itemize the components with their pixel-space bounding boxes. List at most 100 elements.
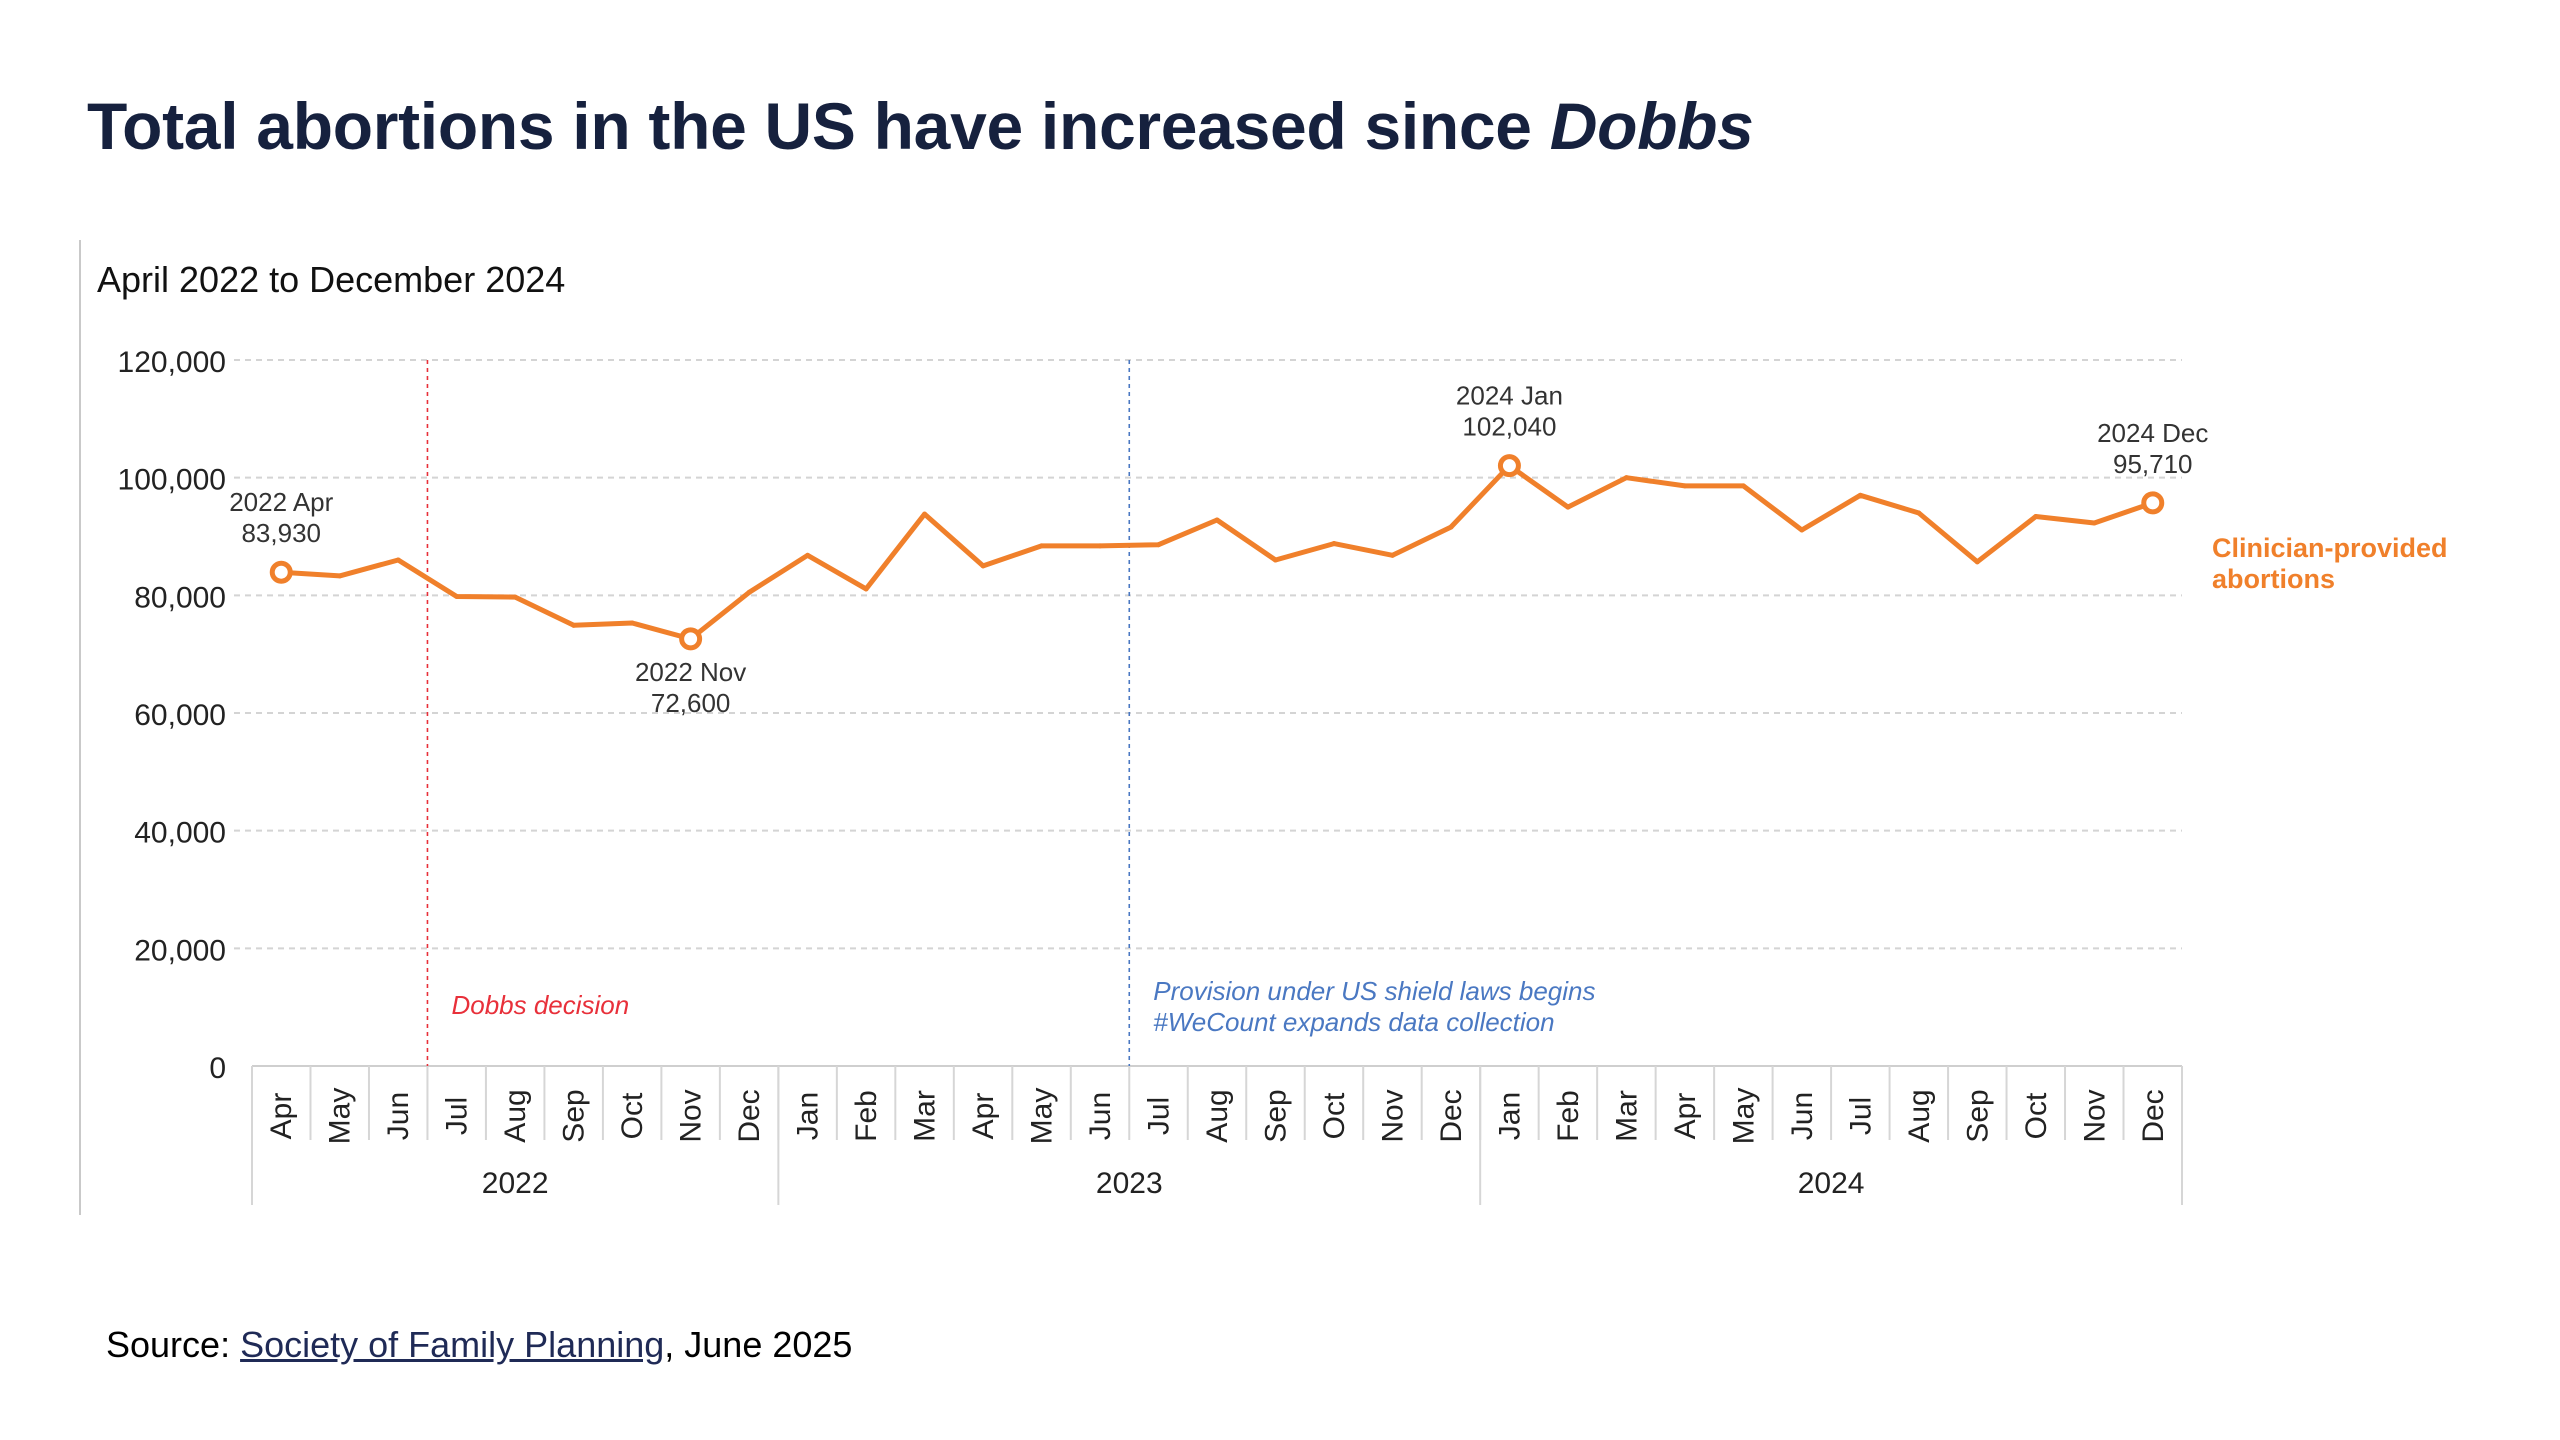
data-point <box>1565 504 1571 510</box>
x-tick-label: Jan <box>1493 1092 1526 1140</box>
data-point <box>571 622 577 628</box>
x-tick-label: Feb <box>1552 1090 1585 1142</box>
chart-title-emphasis: Dobbs <box>1549 89 1754 163</box>
x-tick-label: Apr <box>1669 1093 1702 1140</box>
data-point <box>1974 559 1980 565</box>
year-label: 2023 <box>1096 1167 1163 1200</box>
x-tick-label: Jul <box>1143 1097 1176 1135</box>
dobbs-annotation: Dobbs decision <box>451 990 629 1020</box>
data-point <box>1331 541 1337 547</box>
point-label-value: 83,930 <box>241 518 321 548</box>
series-line <box>278 463 2156 642</box>
y-tick-label: 80,000 <box>134 581 226 614</box>
shield-annotation: #WeCount expands data collection <box>1153 1007 1554 1037</box>
highlighted-point <box>2141 491 2165 515</box>
x-tick-label: Sep <box>558 1089 591 1142</box>
data-point <box>805 552 811 558</box>
point-label-date: 2024 Dec <box>2097 418 2208 448</box>
y-tick-label: 100,000 <box>118 464 226 497</box>
x-tick-label: Nov <box>675 1089 708 1142</box>
x-tick-label: Oct <box>1318 1092 1351 1139</box>
x-tick-label: Apr <box>967 1093 1000 1140</box>
data-point <box>454 594 460 600</box>
x-tick-label: Jun <box>1084 1092 1117 1140</box>
data-point <box>1799 527 1805 533</box>
x-tick-label: May <box>1727 1088 1760 1145</box>
x-tick-label: Mar <box>909 1090 942 1142</box>
shield-annotation: Provision under US shield laws begins <box>1153 976 1595 1006</box>
highlighted-point <box>679 627 703 651</box>
data-point <box>337 573 343 579</box>
y-tick-label: 40,000 <box>134 817 226 850</box>
point-label-value: 102,040 <box>1462 412 1556 442</box>
data-point <box>1623 475 1629 481</box>
data-point <box>629 620 635 626</box>
highlighted-point <box>1497 454 1521 478</box>
data-point <box>1389 552 1395 558</box>
chart-title-main: Total abortions in the US have increased… <box>87 89 1550 163</box>
data-point <box>1097 543 1103 549</box>
series-label: abortions <box>2212 564 2335 594</box>
x-tick-label: Aug <box>1903 1089 1936 1142</box>
x-tick-label: Oct <box>2020 1092 2053 1139</box>
data-point <box>1214 517 1220 523</box>
chart-title: Total abortions in the US have increased… <box>87 88 1754 164</box>
data-point <box>1857 492 1863 498</box>
x-tick-label: Sep <box>1259 1089 1292 1142</box>
highlighted-point <box>269 560 293 584</box>
x-tick-label: Mar <box>1610 1090 1643 1142</box>
data-point <box>1156 542 1162 548</box>
x-tick-label: Oct <box>616 1092 649 1139</box>
chart-subtitle: April 2022 to December 2024 <box>97 259 566 300</box>
source-note: Source: Society of Family Planning, June… <box>106 1324 852 1366</box>
x-tick-label: May <box>1026 1088 1059 1145</box>
y-tick-label: 0 <box>209 1052 226 1085</box>
data-point <box>1448 524 1454 530</box>
x-tick-label: Apr <box>265 1093 298 1140</box>
data-point <box>2033 513 2039 519</box>
data-point <box>1272 557 1278 563</box>
x-tick-label: Nov <box>1376 1089 1409 1142</box>
x-tick-label: Aug <box>1201 1089 1234 1142</box>
x-tick-label: Jun <box>382 1092 415 1140</box>
x-tick-label: May <box>324 1088 357 1145</box>
point-label-date: 2022 Apr <box>229 487 333 517</box>
data-point <box>395 557 401 563</box>
data-point <box>980 563 986 569</box>
data-point <box>746 589 752 595</box>
year-label: 2022 <box>482 1167 549 1200</box>
data-point <box>512 594 518 600</box>
data-point <box>922 511 928 517</box>
year-label: 2024 <box>1798 1167 1865 1200</box>
data-point <box>863 586 869 592</box>
data-point <box>1740 483 1746 489</box>
point-label-date: 2024 Jan <box>1456 381 1563 411</box>
x-tick-label: Dec <box>1435 1089 1468 1142</box>
x-tick-label: Dec <box>2137 1089 2170 1142</box>
source-link[interactable]: Society of Family Planning <box>240 1324 665 1365</box>
data-point <box>1039 543 1045 549</box>
data-point <box>1916 510 1922 516</box>
chart-frame-left-border <box>79 240 81 1215</box>
x-tick-label: Jun <box>1786 1092 1819 1140</box>
point-label-date: 2022 Nov <box>635 657 746 687</box>
x-tick-label: Jan <box>792 1092 825 1140</box>
source-suffix: , June 2025 <box>664 1324 853 1365</box>
y-tick-label: 120,000 <box>118 346 226 379</box>
point-label-value: 95,710 <box>2113 449 2193 479</box>
point-label-value: 72,600 <box>651 688 731 718</box>
x-tick-label: Jul <box>1844 1097 1877 1135</box>
x-tick-label: Aug <box>499 1089 532 1142</box>
source-prefix: Source: <box>106 1324 241 1365</box>
x-tick-label: Dec <box>733 1089 766 1142</box>
x-tick-label: Sep <box>1961 1089 1994 1142</box>
x-tick-label: Nov <box>2078 1089 2111 1142</box>
x-tick-label: Jul <box>441 1097 474 1135</box>
data-point <box>2091 520 2097 526</box>
x-tick-label: Feb <box>850 1090 883 1142</box>
y-tick-label: 60,000 <box>134 699 226 732</box>
series-label: Clinician-provided <box>2212 533 2448 563</box>
data-point <box>1682 483 1688 489</box>
y-tick-label: 20,000 <box>134 934 226 967</box>
